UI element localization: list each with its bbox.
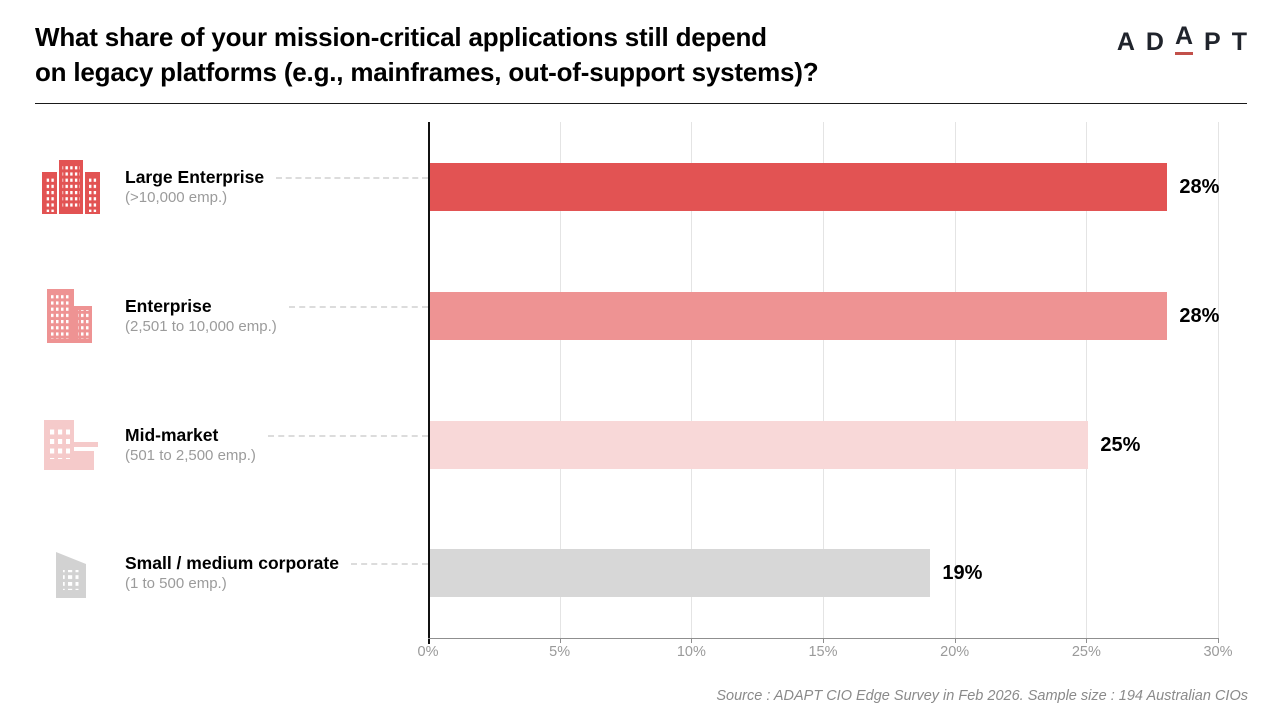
x-axis-tick xyxy=(954,638,956,643)
category-sublabel: (>10,000 emp.) xyxy=(125,189,228,206)
building-with-annex-icon xyxy=(35,420,107,470)
bar-value-label: 19% xyxy=(942,561,983,584)
label-connector-line xyxy=(288,306,428,308)
category-label: Mid-market xyxy=(125,425,219,445)
bar-row: 28% xyxy=(430,292,1220,340)
page-title-line1: What share of your mission-critical appl… xyxy=(35,22,767,52)
gridline xyxy=(823,122,824,638)
category-label: Enterprise xyxy=(125,296,212,316)
category-label-block: Mid-market (501 to 2,500 emp.) xyxy=(107,424,256,466)
x-axis-tick xyxy=(691,638,693,643)
category-row-large-enterprise: Large Enterprise (>10,000 emp.) xyxy=(35,145,428,229)
category-label: Large Enterprise xyxy=(125,167,265,187)
label-connector-line xyxy=(276,177,428,179)
label-connector-line xyxy=(267,435,428,437)
adapt-logo: A D A P T xyxy=(1117,24,1247,55)
gridline xyxy=(691,122,693,638)
bar-mid-market xyxy=(430,421,1089,469)
bar-row: 25% xyxy=(430,421,1220,469)
adapt-logo-letter: D xyxy=(1145,28,1164,56)
adapt-logo-red-underline xyxy=(1174,52,1194,55)
category-sublabel: (1 to 500 emp.) xyxy=(125,575,227,592)
x-tick-label: 30% xyxy=(1203,644,1233,660)
x-tick-label: 25% xyxy=(1071,644,1101,660)
bar-small-medium-corporate xyxy=(430,549,931,597)
category-label-block: Small / medium corporate (1 to 500 emp.) xyxy=(107,552,339,594)
source-note: Source : ADAPT CIO Edge Survey in Feb 20… xyxy=(716,688,1248,704)
bar-value-label: 28% xyxy=(1179,304,1220,327)
adapt-logo-accent-letter: A xyxy=(1174,24,1194,55)
gridline xyxy=(559,122,561,638)
x-tick-label: 20% xyxy=(940,644,970,660)
bar-row: 28% xyxy=(430,163,1220,211)
bar-row: 19% xyxy=(430,549,1220,597)
category-label: Small / medium corporate xyxy=(125,553,339,573)
bar-value-label: 28% xyxy=(1179,175,1220,198)
gridline xyxy=(954,122,956,638)
bar-enterprise xyxy=(430,292,1168,340)
bar-large-enterprise xyxy=(430,163,1168,211)
page-title-line2: on legacy platforms (e.g., mainframes, o… xyxy=(35,57,819,87)
gridline xyxy=(1086,122,1088,638)
x-tick-label: 0% xyxy=(417,644,439,660)
category-sublabel: (2,501 to 10,000 emp.) xyxy=(125,318,277,335)
gridline xyxy=(1218,122,1219,638)
adapt-logo-letter: T xyxy=(1231,28,1247,56)
bar-value-label: 25% xyxy=(1100,433,1141,456)
small-building-icon xyxy=(35,548,107,598)
label-connector-line xyxy=(350,563,428,565)
x-axis-tick xyxy=(1086,638,1088,643)
category-row-mid-market: Mid-market (501 to 2,500 emp.) xyxy=(35,403,428,487)
page-title: What share of your mission-critical appl… xyxy=(35,20,819,90)
x-axis-tick xyxy=(559,638,561,643)
category-row-enterprise: Enterprise (2,501 to 10,000 emp.) xyxy=(35,274,428,358)
x-tick-label: 5% xyxy=(549,644,571,660)
large-city-building-icon xyxy=(35,160,107,214)
x-axis-tick xyxy=(1218,638,1219,643)
adapt-logo-letter: P xyxy=(1204,28,1221,56)
category-sublabel: (501 to 2,500 emp.) xyxy=(125,447,256,464)
category-row-small-medium-corporate: Small / medium corporate (1 to 500 emp.) xyxy=(35,531,428,615)
x-axis-tick xyxy=(823,638,824,643)
y-axis-line xyxy=(428,122,430,644)
adapt-logo-letter: A xyxy=(1116,28,1135,56)
twin-towers-building-icon xyxy=(35,289,107,343)
x-tick-label: 15% xyxy=(808,644,838,660)
category-label-block: Enterprise (2,501 to 10,000 emp.) xyxy=(107,295,277,337)
x-axis-tick-labels: 0% 5% 10% 15% 20% 25% 30% xyxy=(418,644,1233,664)
x-tick-label: 10% xyxy=(676,644,706,660)
category-label-block: Large Enterprise (>10,000 emp.) xyxy=(107,166,264,208)
header-divider xyxy=(35,103,1247,104)
